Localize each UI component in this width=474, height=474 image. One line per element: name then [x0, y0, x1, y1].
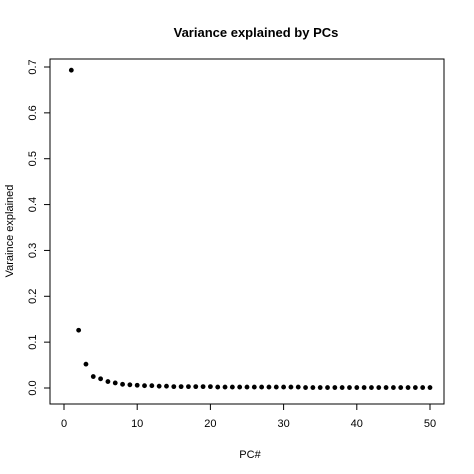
data-point	[193, 384, 199, 390]
x-tick-label: 20	[204, 418, 216, 430]
data-point	[76, 327, 82, 333]
y-tick-label: 0.6	[27, 105, 39, 120]
data-point	[332, 385, 338, 390]
data-point	[273, 384, 279, 390]
data-point	[164, 383, 169, 389]
x-axis-label: PC#	[239, 449, 261, 461]
data-point	[215, 384, 221, 390]
data-point	[295, 384, 301, 390]
y-axis-label: Varaince explained	[4, 185, 16, 278]
data-point	[383, 385, 389, 390]
data-point	[347, 385, 352, 390]
data-point	[200, 384, 206, 390]
data-point	[208, 384, 213, 390]
y-axis: 0.0 0.1 0.2 0.3 0.4 0.5 0.6 0.7	[27, 59, 51, 396]
data-points	[68, 67, 433, 390]
data-point	[178, 384, 184, 390]
data-point	[369, 385, 374, 390]
chart-title: Variance explained by PCs	[174, 25, 339, 40]
y-tick-label: 0.2	[27, 289, 39, 304]
data-point	[105, 379, 111, 384]
data-point	[354, 385, 360, 390]
data-point	[251, 384, 257, 390]
data-point	[229, 384, 235, 390]
data-point	[112, 380, 118, 386]
data-point	[171, 384, 177, 390]
data-point	[98, 376, 103, 382]
data-point	[127, 382, 133, 388]
y-tick-label: 0.5	[27, 151, 39, 166]
data-point	[237, 384, 243, 390]
data-point	[281, 384, 286, 390]
data-point	[266, 384, 272, 390]
x-tick-label: 40	[351, 418, 363, 430]
data-point	[310, 385, 316, 390]
y-tick-label: 0.4	[27, 197, 39, 212]
data-point	[376, 385, 382, 390]
data-point	[186, 384, 191, 390]
data-point	[120, 381, 125, 387]
data-point	[156, 383, 162, 389]
data-point	[325, 385, 330, 390]
data-point	[244, 384, 250, 390]
data-point	[68, 67, 74, 73]
data-point	[391, 385, 396, 390]
data-point	[90, 374, 96, 379]
data-point	[288, 384, 294, 390]
plot-area	[49, 58, 445, 405]
data-point	[303, 385, 308, 390]
data-point	[83, 361, 89, 367]
y-tick-label: 0.7	[27, 59, 39, 74]
y-tick-label: 0.1	[27, 334, 39, 349]
x-tick-label: 0	[61, 418, 67, 430]
data-point	[259, 384, 265, 390]
x-axis: 0 10 20 30 40 50	[61, 403, 436, 430]
data-point	[149, 383, 155, 389]
data-point	[134, 382, 140, 388]
y-tick-label: 0.0	[27, 380, 39, 395]
data-point	[427, 385, 433, 390]
data-point	[420, 385, 426, 390]
data-point	[405, 385, 411, 390]
x-tick-label: 50	[424, 418, 436, 430]
y-tick-label: 0.3	[27, 243, 39, 258]
data-point	[317, 385, 323, 390]
data-point	[398, 385, 404, 390]
x-tick-label: 10	[131, 418, 143, 430]
data-point	[222, 384, 228, 390]
x-tick-label: 30	[277, 418, 289, 430]
data-point	[412, 385, 418, 390]
data-point	[361, 385, 367, 390]
data-point	[339, 385, 345, 390]
data-point	[142, 383, 147, 389]
